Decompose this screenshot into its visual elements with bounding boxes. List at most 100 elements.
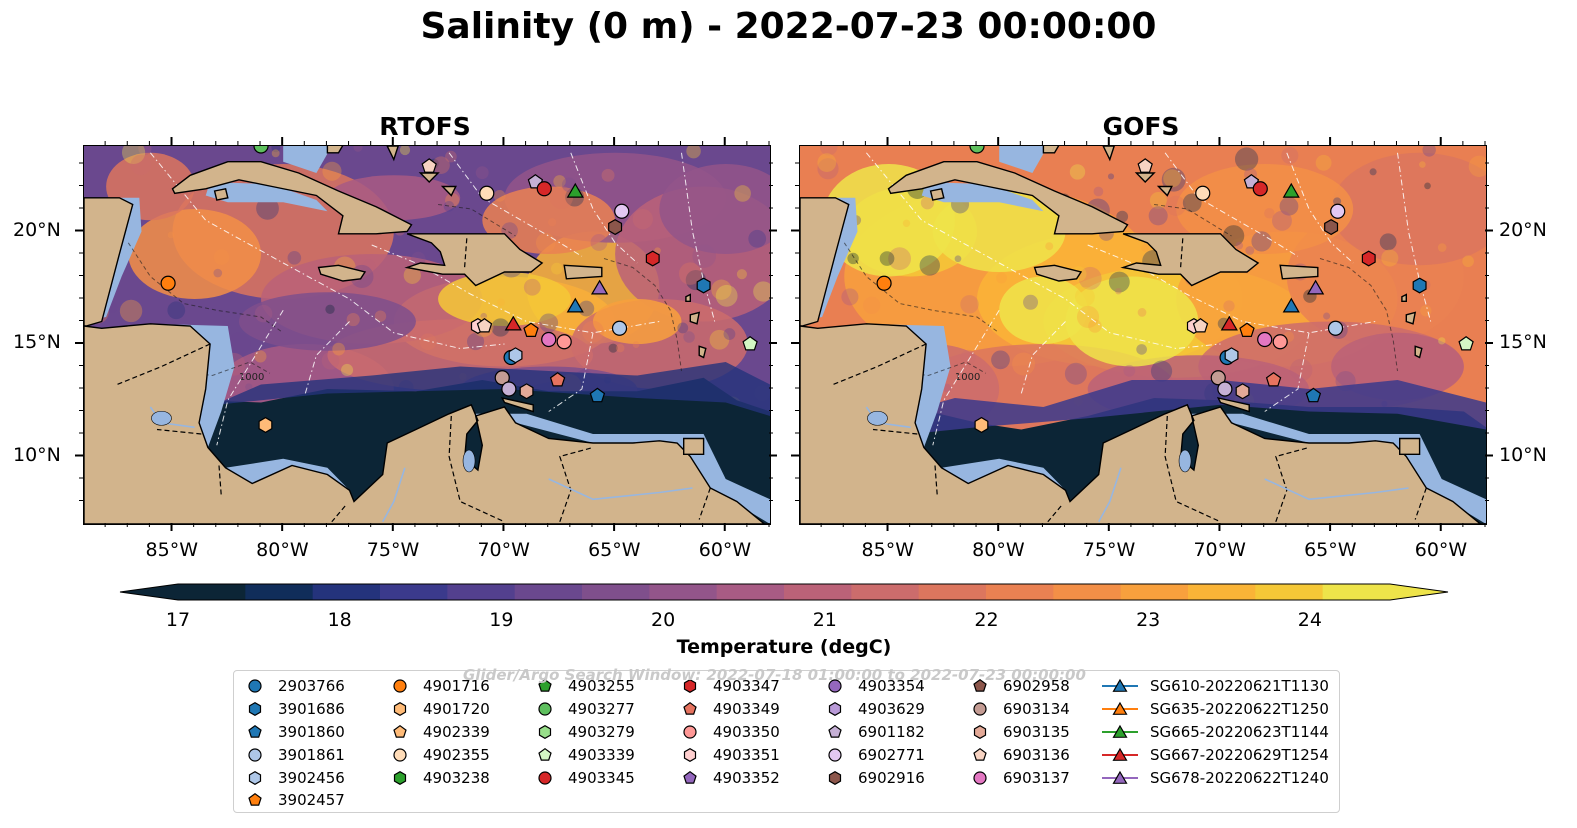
legend-label: 3902456 — [278, 768, 345, 787]
legend-marker — [538, 747, 552, 761]
colorbar-tick-label: 24 — [1297, 609, 1322, 631]
field-speckle — [1475, 381, 1486, 397]
field-speckle — [683, 331, 695, 343]
legend-entry: SG610-20220621T1130 — [1102, 675, 1329, 698]
legend-entry: 3901686 — [244, 698, 345, 721]
legend-label: SG610-20220621T1130 — [1150, 677, 1329, 696]
field-speckle — [119, 299, 143, 323]
field-speckle — [1165, 195, 1186, 216]
field-speckle — [862, 296, 881, 314]
field-blob — [1065, 276, 1199, 367]
legend-column: 4903347 4903349 4903350 4903351 4903352 — [679, 675, 780, 789]
field-speckle — [549, 185, 574, 210]
legend-marker — [538, 724, 552, 739]
legend-marker — [973, 747, 987, 761]
field-speckle — [1069, 164, 1086, 180]
legend-label: 4903339 — [568, 745, 635, 764]
eez-boundary — [304, 321, 350, 394]
land-puerto-rico — [563, 264, 603, 280]
field-speckle — [1315, 154, 1332, 171]
field-speckle — [491, 318, 510, 337]
cuba-south-bank — [205, 182, 328, 212]
colorbar-tick-label: 19 — [489, 609, 514, 631]
field-speckle — [1064, 362, 1087, 385]
platform-marker — [1257, 331, 1273, 348]
platform-marker — [421, 158, 437, 173]
legend-entry: 6903136 — [969, 743, 1070, 766]
field-blob — [659, 164, 770, 254]
field-speckle — [1136, 344, 1147, 355]
field-speckle — [346, 312, 360, 327]
legend-label: 4901716 — [423, 677, 490, 696]
legend-entry: 4903238 — [389, 766, 490, 789]
platform-marker — [479, 185, 495, 201]
platform-marker — [549, 371, 566, 387]
field-speckle — [753, 281, 770, 302]
field-speckle — [445, 150, 457, 163]
legend-label: 4903255 — [568, 677, 635, 696]
field-speckle — [271, 149, 280, 158]
field-speckle — [475, 166, 489, 180]
legend-marker — [973, 770, 987, 785]
isobath-line — [1319, 258, 1398, 372]
legend-symbol — [1112, 724, 1128, 738]
platform-marker — [589, 387, 606, 403]
legend-symbol — [973, 702, 987, 716]
country-border — [832, 343, 927, 386]
isobath-line — [127, 242, 284, 334]
cuba-south-bank — [921, 182, 1044, 212]
isobath-line — [603, 258, 682, 372]
field-speckle — [817, 153, 837, 172]
legend-label: 6902916 — [858, 768, 925, 787]
legend-symbol — [393, 748, 407, 762]
colorbar-ticks: 17 18 19 20 21 22 23 24 — [0, 609, 1577, 633]
platform-marker — [1324, 219, 1339, 236]
lat-label: 20°N — [13, 218, 61, 241]
field-speckle — [942, 383, 952, 393]
legend-marker — [828, 679, 842, 693]
platform-marker — [1361, 250, 1376, 267]
legend-symbol — [683, 770, 697, 784]
country-border — [116, 343, 211, 386]
platform-marker — [556, 334, 572, 350]
country-border — [331, 505, 346, 523]
lon-label: 70°W — [477, 539, 530, 561]
field-speckle — [1107, 173, 1115, 180]
field-speckle — [167, 231, 175, 239]
field-speckle — [879, 251, 895, 266]
field-speckle — [539, 313, 559, 333]
field-speckle — [535, 233, 556, 253]
legend-label: 4903352 — [713, 768, 780, 787]
legend-symbol — [393, 702, 407, 717]
legend-symbol — [683, 725, 697, 739]
colorbar-tick-label: 18 — [327, 609, 352, 631]
legend-column: SG610-20220621T1130 SG635-20220622T1250 SG… — [1102, 675, 1329, 789]
land-bahamas-1 — [1042, 146, 1060, 154]
legend-marker — [683, 770, 697, 784]
field-speckle — [1163, 169, 1182, 188]
land-jamaica — [1033, 264, 1083, 282]
panama-shelf — [225, 458, 350, 491]
field-speckle — [1074, 286, 1095, 307]
colorbar-segment — [918, 584, 987, 600]
legend-column: 2903766 3901686 3901860 3901861 3902456 39024… — [244, 675, 345, 812]
field-speckle — [399, 146, 411, 156]
legend-symbol — [973, 679, 987, 693]
platform-marker — [494, 370, 510, 386]
field-speckle — [736, 269, 747, 280]
colorbar-extend-low — [120, 584, 178, 600]
field-speckle — [1459, 376, 1472, 390]
field-speckle — [553, 175, 566, 188]
platform-marker — [536, 181, 552, 197]
figure-title: Salinity (0 m) - 2022-07-23 00:00:00 — [420, 6, 1157, 47]
legend-entry: 3902457 — [244, 789, 345, 812]
legend-label: 2903766 — [278, 677, 345, 696]
legend-marker — [683, 747, 697, 762]
field-speckle — [960, 349, 976, 366]
eez-boundary — [932, 310, 1000, 446]
legend-label: 3901686 — [278, 700, 345, 719]
colorbar-segment — [582, 584, 650, 600]
isobath-label: 1000 — [239, 372, 264, 383]
legend-entry: 4903629 — [824, 698, 925, 721]
eez-boundary — [216, 310, 284, 446]
